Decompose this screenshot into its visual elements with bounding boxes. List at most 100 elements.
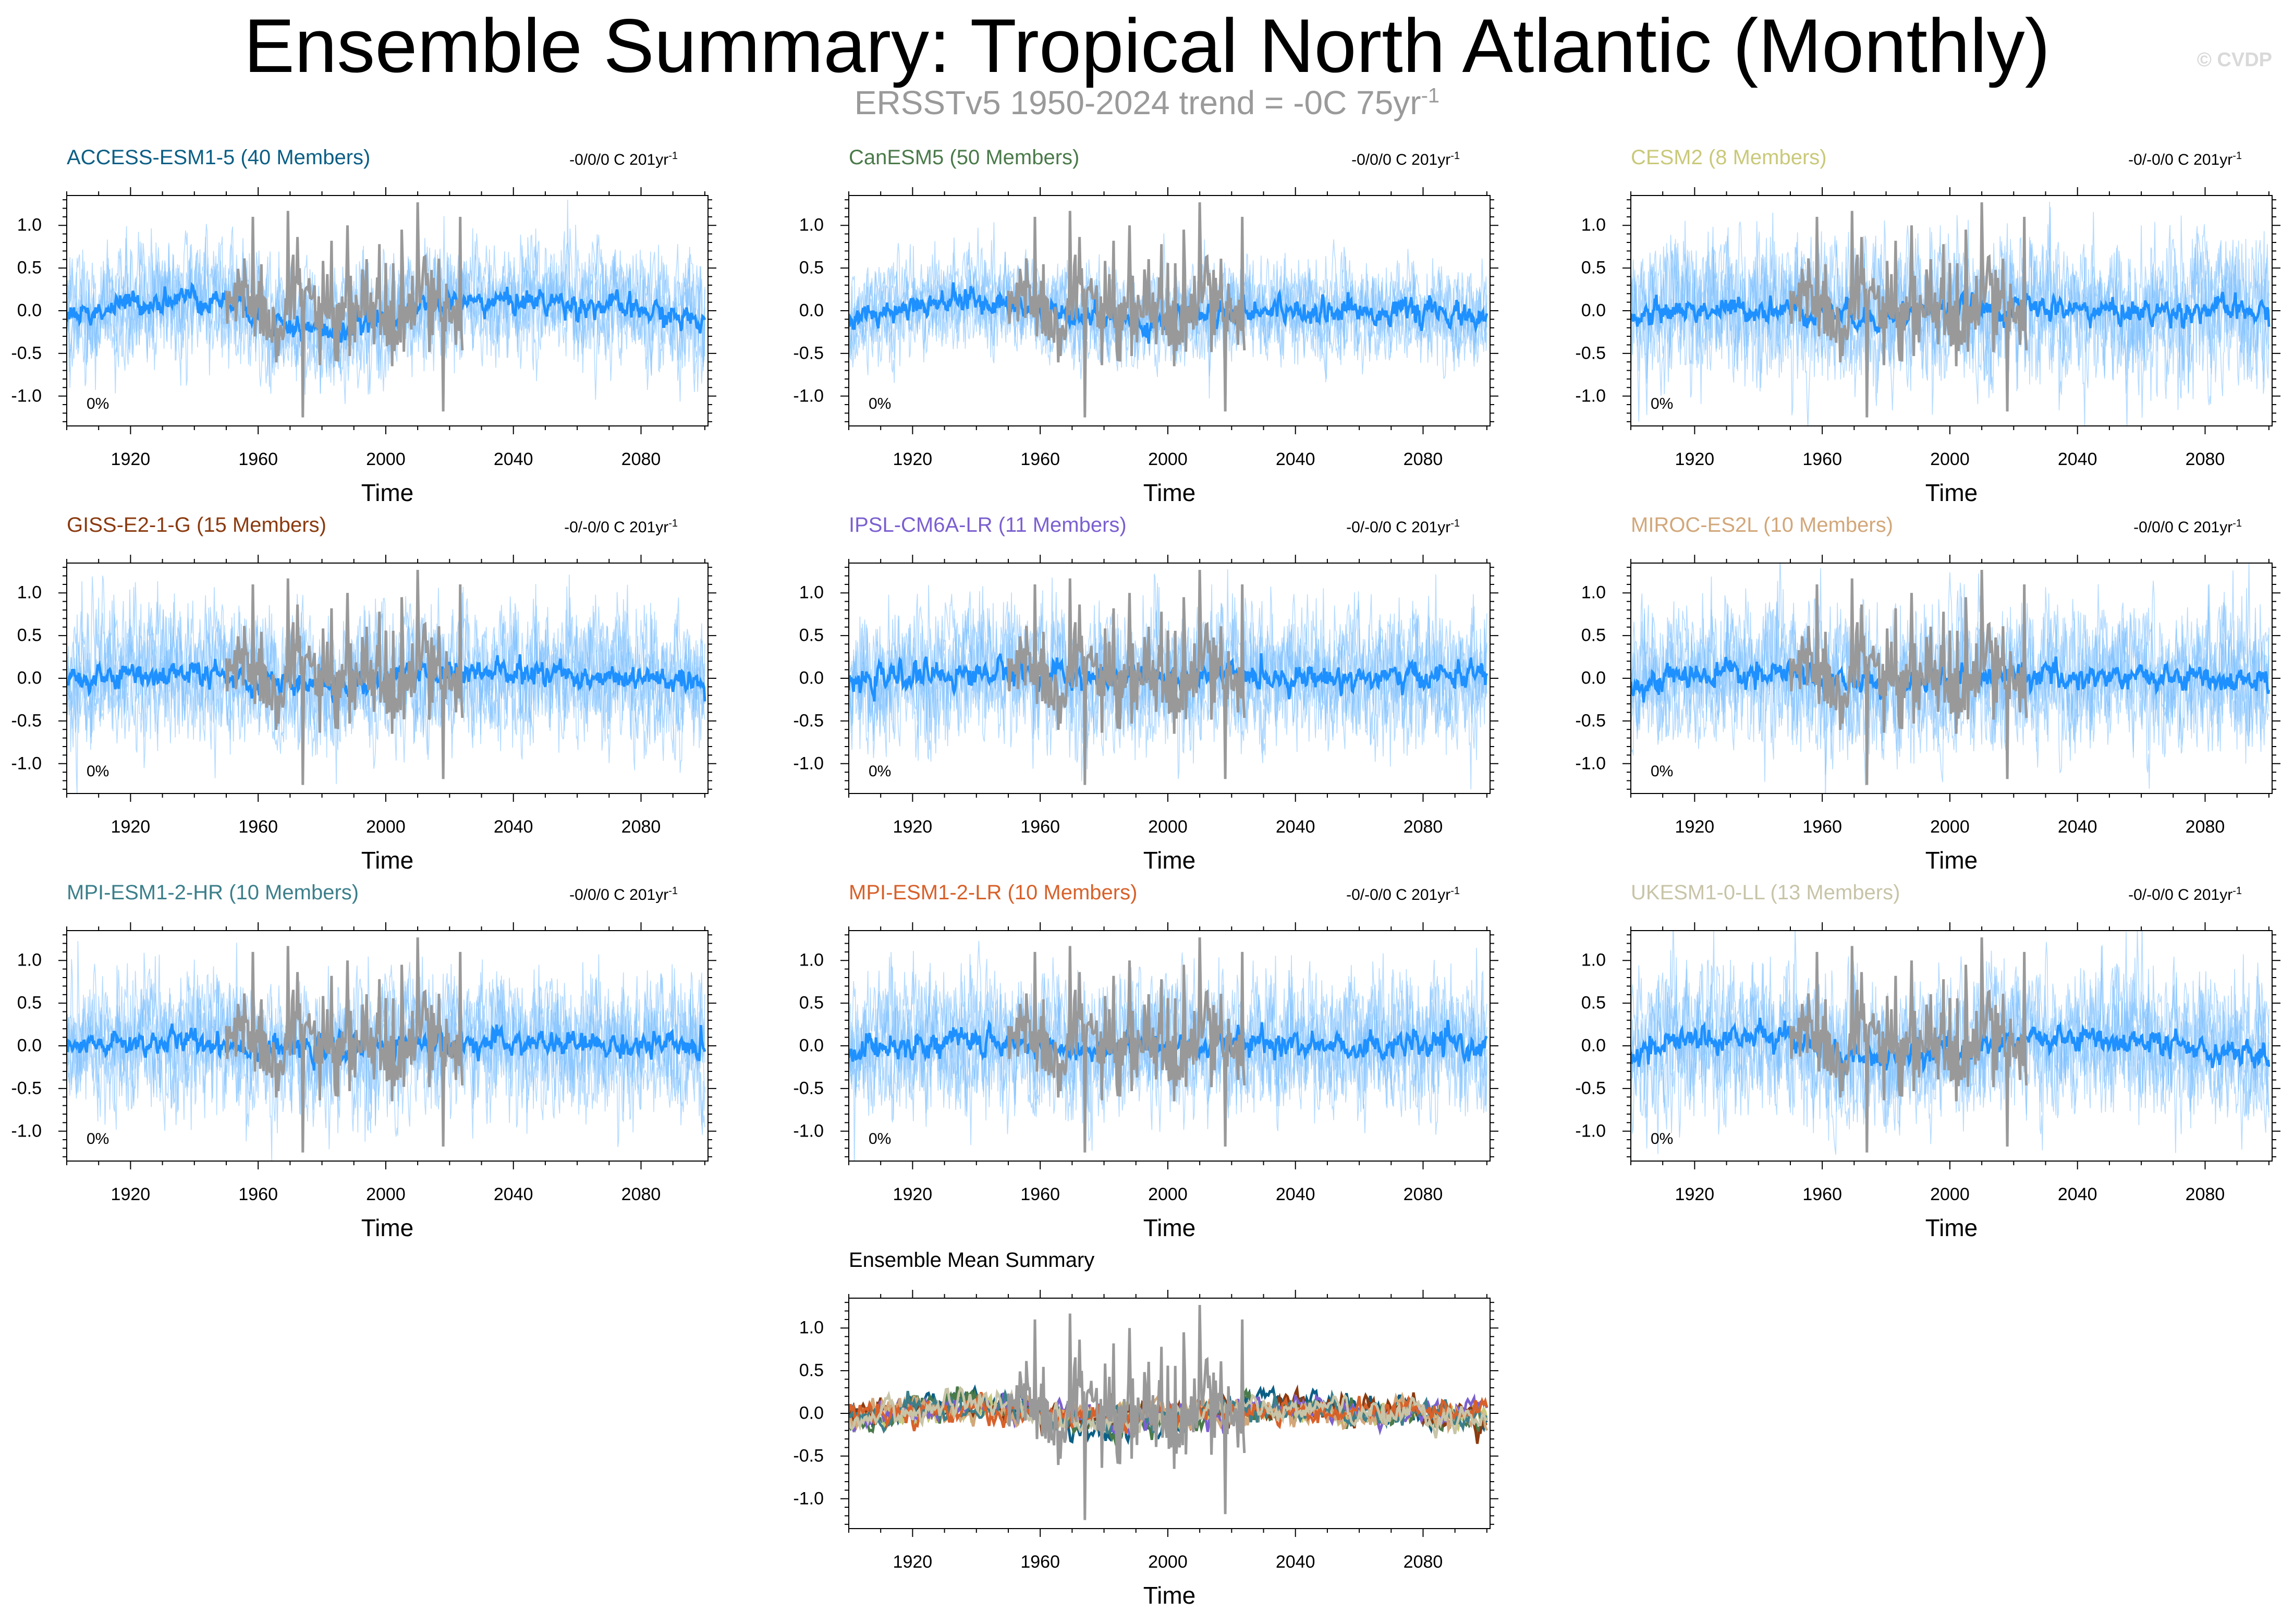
- panel-title: CanESM5 (50 Members): [849, 146, 1080, 169]
- x-tick-label: 2080: [2185, 1185, 2225, 1204]
- trend-exponent: -1: [668, 518, 678, 529]
- y-tick-label: -0.5: [1575, 1078, 1606, 1098]
- trend-label: -0/0/0 C 201yr-1: [1351, 150, 1460, 169]
- y-tick-label: 0.0: [799, 668, 824, 688]
- x-tick-label: 2040: [2057, 1185, 2097, 1204]
- chart-panel: MPI-ESM1-2-LR (10 Members) -0/-0/0 C 201y…: [782, 881, 1498, 1256]
- y-tick-label: 0.0: [1581, 1035, 1606, 1056]
- percent-label: 0%: [869, 1130, 892, 1147]
- chart-plot: [840, 922, 1498, 1169]
- x-axis-label: Time: [361, 1214, 414, 1241]
- y-tick-label: 1.0: [1581, 215, 1606, 235]
- percent-label: 0%: [869, 395, 892, 412]
- y-tick-label: 1.0: [799, 215, 824, 235]
- trend-label: -0/-0/0 C 201yr-1: [1346, 885, 1460, 904]
- y-tick-label: 0.5: [17, 993, 42, 1013]
- x-tick-label: 2080: [1403, 1185, 1443, 1204]
- trend-exponent: -1: [2232, 885, 2242, 897]
- x-tick-label: 1960: [238, 449, 278, 469]
- x-tick-label: 1920: [893, 1185, 933, 1204]
- y-tick-label: -0.5: [793, 711, 824, 731]
- trend-text: -0/-0/0 C 201yr: [1346, 886, 1451, 903]
- plot-area: [849, 1305, 1488, 1520]
- trend-exponent: -1: [2232, 150, 2242, 162]
- ensemble-member-line: [849, 941, 1487, 1161]
- y-tick-label: -0.5: [11, 1078, 42, 1098]
- y-tick-label: 0.0: [17, 300, 42, 321]
- x-tick-label: 2040: [2057, 449, 2097, 469]
- panel-title: CESM2 (8 Members): [1631, 146, 1827, 169]
- trend-text: -0/0/0 C 201yr: [2133, 519, 2233, 536]
- chart-plot: [58, 187, 716, 434]
- chart-panel: ACCESS-ESM1-5 (40 Members) -0/0/0 C 201yr…: [0, 146, 716, 521]
- x-tick-label: 1920: [893, 449, 933, 469]
- subtitle-exponent: -1: [1421, 84, 1440, 107]
- observed-line: [1789, 937, 2028, 1153]
- subtitle: ERSSTv5 1950-2024 trend = -0C 75yr-1: [0, 83, 2294, 122]
- x-tick-label: 2040: [1275, 449, 1315, 469]
- observed-line: [1789, 202, 2028, 418]
- y-tick-label: 0.5: [799, 1360, 824, 1381]
- chart-panel: CanESM5 (50 Members) -0/0/0 C 201yr-1 0% 19…: [782, 146, 1498, 521]
- x-tick-label: 2040: [2057, 817, 2097, 837]
- x-tick-label: 1960: [1802, 449, 1842, 469]
- x-axis-label: Time: [1925, 1214, 1978, 1241]
- trend-text: -0/0/0 C 201yr: [1351, 151, 1451, 168]
- chart-panel: MPI-ESM1-2-HR (10 Members) -0/0/0 C 201yr…: [0, 881, 716, 1256]
- chart-plot: [58, 922, 716, 1169]
- observed-line: [1007, 202, 1246, 418]
- x-tick-label: 2080: [1403, 1552, 1443, 1572]
- x-tick-label: 2000: [366, 1185, 406, 1204]
- chart-plot: [1622, 187, 2280, 434]
- observed-line: [225, 570, 464, 785]
- x-tick-label: 1960: [238, 1185, 278, 1204]
- y-tick-label: 0.0: [1581, 668, 1606, 688]
- x-tick-label: 1960: [1020, 449, 1060, 469]
- panel-title: MPI-ESM1-2-LR (10 Members): [849, 881, 1138, 904]
- y-tick-label: 0.5: [1581, 625, 1606, 645]
- trend-exponent: -1: [668, 150, 678, 162]
- subtitle-text: ERSSTv5 1950-2024 trend = -0C 75yr: [854, 84, 1421, 121]
- trend-text: -0/0/0 C 201yr: [569, 151, 669, 168]
- trend-exponent: -1: [1450, 885, 1460, 897]
- observed-line: [225, 937, 464, 1153]
- trend-label: -0/0/0 C 201yr-1: [2133, 518, 2242, 536]
- x-tick-label: 2080: [1403, 449, 1443, 469]
- x-axis-label: Time: [1143, 479, 1196, 506]
- x-tick-label: 2080: [621, 449, 661, 469]
- trend-text: -0/0/0 C 201yr: [569, 886, 669, 903]
- chart-panel: GISS-E2-1-G (15 Members) -0/-0/0 C 201yr-…: [0, 514, 716, 889]
- y-tick-label: -0.5: [11, 343, 42, 363]
- plot-area: [67, 570, 706, 793]
- observed-line: [1007, 570, 1246, 785]
- x-tick-label: 2000: [1930, 1185, 1970, 1204]
- x-tick-label: 2040: [493, 817, 533, 837]
- observed-line: [1007, 937, 1246, 1153]
- panel-title: MIROC-ES2L (10 Members): [1631, 514, 1894, 536]
- x-tick-label: 2080: [621, 1185, 661, 1204]
- x-tick-label: 1960: [1802, 1185, 1842, 1204]
- x-tick-label: 2040: [1275, 1185, 1315, 1204]
- x-tick-label: 1920: [111, 449, 151, 469]
- y-tick-label: -1.0: [1575, 1121, 1606, 1141]
- y-tick-label: 1.0: [17, 215, 42, 235]
- chart-panel: MIROC-ES2L (10 Members) -0/0/0 C 201yr-1 0…: [1564, 514, 2280, 889]
- plot-area: [1631, 931, 2271, 1155]
- observed-line: [1007, 1305, 1246, 1520]
- x-tick-label: 1960: [238, 817, 278, 837]
- y-tick-label: -1.0: [1575, 753, 1606, 774]
- watermark: © CVDP: [2197, 49, 2272, 71]
- chart-panel: IPSL-CM6A-LR (11 Members) -0/-0/0 C 201yr…: [782, 514, 1498, 889]
- y-tick-label: -1.0: [11, 386, 42, 406]
- y-tick-label: 1.0: [17, 950, 42, 970]
- panel-title: MPI-ESM1-2-HR (10 Members): [67, 881, 359, 904]
- y-tick-label: -1.0: [793, 386, 824, 406]
- trend-exponent: -1: [1450, 150, 1460, 162]
- chart-plot: [1622, 922, 2280, 1169]
- plot-area: [849, 569, 1488, 790]
- x-tick-label: 1960: [1802, 817, 1842, 837]
- x-tick-label: 2000: [366, 817, 406, 837]
- panel-title: IPSL-CM6A-LR (11 Members): [849, 514, 1127, 536]
- ensemble-member-line: [1631, 576, 2269, 782]
- observed-line: [225, 202, 464, 418]
